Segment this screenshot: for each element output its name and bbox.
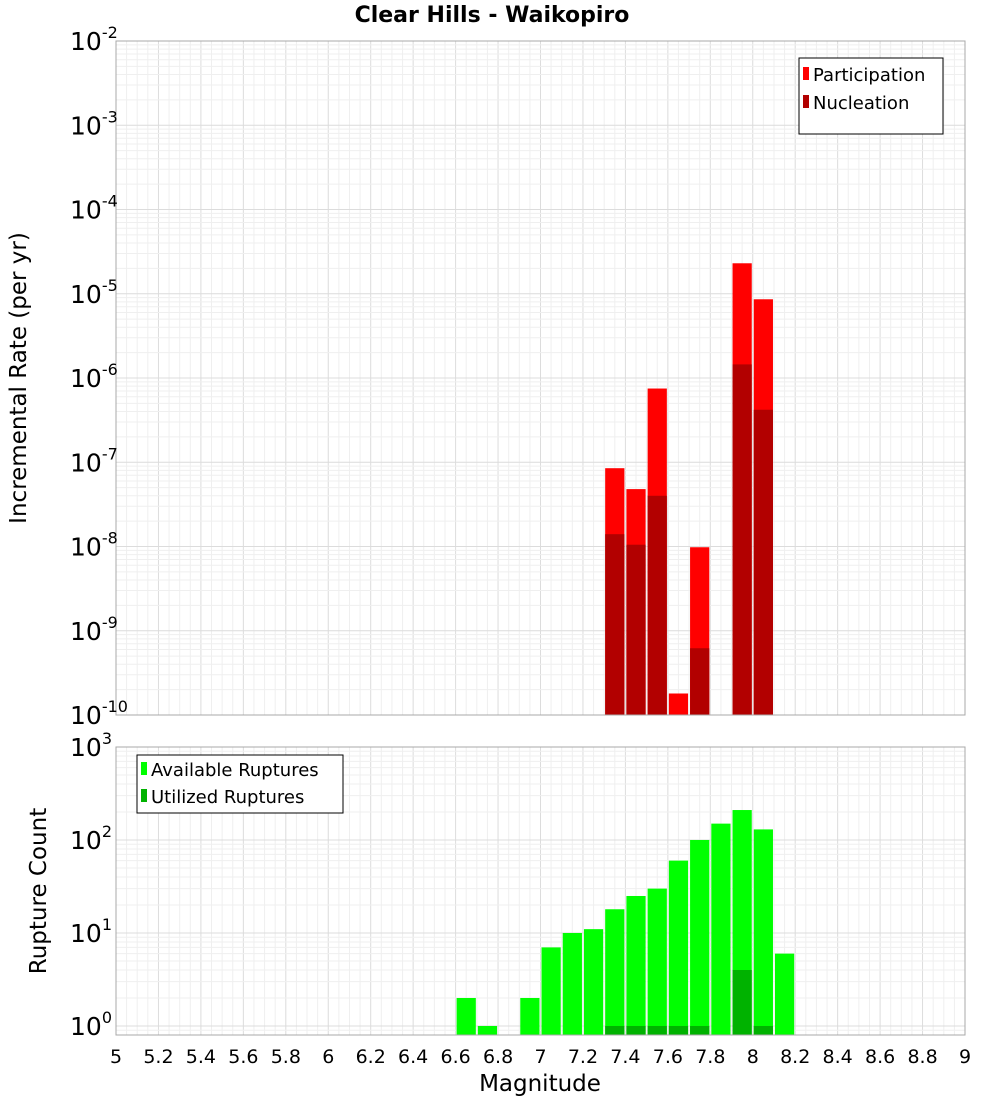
bottom-x-tick-label: 8.8 <box>907 1046 937 1068</box>
top-y-tick-label: 10-7 <box>70 444 118 477</box>
top-legend-box <box>798 57 944 135</box>
bottom-bar-utilized-ruptures <box>647 1025 667 1035</box>
top-y-axis-title: Incremental Rate (per yr) <box>6 232 32 524</box>
top-bar-participation <box>668 693 689 715</box>
bottom-x-tick-label: 7.2 <box>568 1046 598 1068</box>
bottom-x-tick-label: 7.8 <box>695 1046 725 1068</box>
top-bar-nucleation <box>626 544 646 715</box>
x-axis-title: Magnitude <box>479 1071 601 1097</box>
bottom-bar-utilized-ruptures <box>690 1025 710 1035</box>
bottom-legend-box <box>136 754 344 814</box>
bottom-x-tick-label: 8 <box>747 1046 759 1068</box>
bottom-y-tick-label: 101 <box>70 915 112 948</box>
legend-swatch-participation <box>803 67 809 80</box>
bottom-x-tick-label: 5.8 <box>271 1046 301 1068</box>
legend-swatch-nucleation <box>803 95 809 108</box>
bottom-bar-utilized-ruptures <box>732 969 752 1035</box>
bottom-x-tick-label: 9 <box>959 1046 971 1068</box>
chart-title: Clear Hills - Waikopiro <box>355 3 630 28</box>
bottom-x-tick-label: 6.6 <box>440 1046 470 1068</box>
bottom-x-tick-label: 5 <box>110 1046 122 1068</box>
bottom-y-tick-label: 102 <box>70 822 112 855</box>
top-y-tick-label: 10-9 <box>70 613 118 646</box>
bottom-bar-available-ruptures <box>753 829 773 1035</box>
bottom-x-tick-label: 5.6 <box>228 1046 258 1068</box>
top-bar-nucleation <box>605 534 625 715</box>
top-bar-nucleation <box>690 648 710 715</box>
top-y-tick-label: 10-6 <box>70 360 118 393</box>
bottom-x-tick-label: 5.2 <box>143 1046 173 1068</box>
bottom-x-tick-label: 6.8 <box>483 1046 513 1068</box>
top-y-tick-label: 10-10 <box>70 697 128 730</box>
bottom-legend: Available Ruptures Utilized Ruptures <box>136 754 344 814</box>
bottom-x-tick-label: 6 <box>322 1046 334 1068</box>
bottom-bar-available-ruptures <box>605 909 625 1035</box>
bottom-bar-utilized-ruptures <box>605 1025 625 1035</box>
top-bar-nucleation <box>647 495 667 715</box>
bottom-bar-available-ruptures <box>562 932 582 1035</box>
top-y-tick-label: 10-3 <box>70 107 118 140</box>
legend-swatch-available-ruptures <box>141 762 147 775</box>
bottom-bar-available-ruptures <box>774 953 795 1035</box>
legend-label-utilized-ruptures: Utilized Ruptures <box>151 787 304 808</box>
bottom-x-tick-label: 7.6 <box>653 1046 683 1068</box>
bottom-bar-available-ruptures <box>477 1025 498 1035</box>
top-y-tick-label: 10-4 <box>70 192 118 225</box>
bottom-bar-available-ruptures <box>626 895 646 1035</box>
bottom-y-tick-label: 100 <box>70 1008 112 1041</box>
bottom-bar-available-ruptures <box>647 888 667 1035</box>
legend-label-nucleation: Nucleation <box>813 93 909 114</box>
top-y-tick-label: 10-8 <box>70 529 118 562</box>
top-y-tick-label: 10-2 <box>70 23 118 56</box>
bottom-x-tick-label: 8.6 <box>865 1046 895 1068</box>
bottom-bar-utilized-ruptures <box>753 1025 773 1035</box>
bottom-y-tick-label: 103 <box>70 729 112 762</box>
top-legend: Participation Nucleation <box>798 57 944 135</box>
bottom-bar-available-ruptures <box>711 823 731 1035</box>
bottom-bar-available-ruptures <box>456 997 476 1035</box>
bottom-bar-available-ruptures <box>668 860 689 1035</box>
bottom-x-tick-label: 5.4 <box>186 1046 216 1068</box>
bottom-bar-utilized-ruptures <box>668 1025 689 1035</box>
legend-swatch-utilized-ruptures <box>141 789 147 802</box>
bottom-x-tick-label: 7.4 <box>610 1046 640 1068</box>
legend-label-available-ruptures: Available Ruptures <box>151 760 319 781</box>
top-bar-nucleation <box>753 409 773 715</box>
legend-label-participation: Participation <box>813 65 925 86</box>
bottom-x-tick-label: 8.4 <box>823 1046 853 1068</box>
bottom-x-tick-label: 6.2 <box>356 1046 386 1068</box>
bottom-bar-available-ruptures <box>583 929 604 1035</box>
bottom-bar-utilized-ruptures <box>626 1025 646 1035</box>
bottom-bar-available-ruptures <box>690 839 710 1035</box>
bottom-y-axis-title: Rupture Count <box>26 808 52 974</box>
bottom-x-tick-label: 6.4 <box>398 1046 428 1068</box>
top-y-tick-label: 10-5 <box>70 276 118 309</box>
top-plot-border <box>115 40 966 716</box>
bottom-bar-available-ruptures <box>520 997 540 1035</box>
bottom-x-tick-label: 8.2 <box>780 1046 810 1068</box>
top-bar-nucleation <box>732 364 752 715</box>
bottom-plot-border <box>115 746 966 1036</box>
bottom-x-tick-label: 7 <box>534 1046 546 1068</box>
bottom-bar-available-ruptures <box>541 947 561 1035</box>
